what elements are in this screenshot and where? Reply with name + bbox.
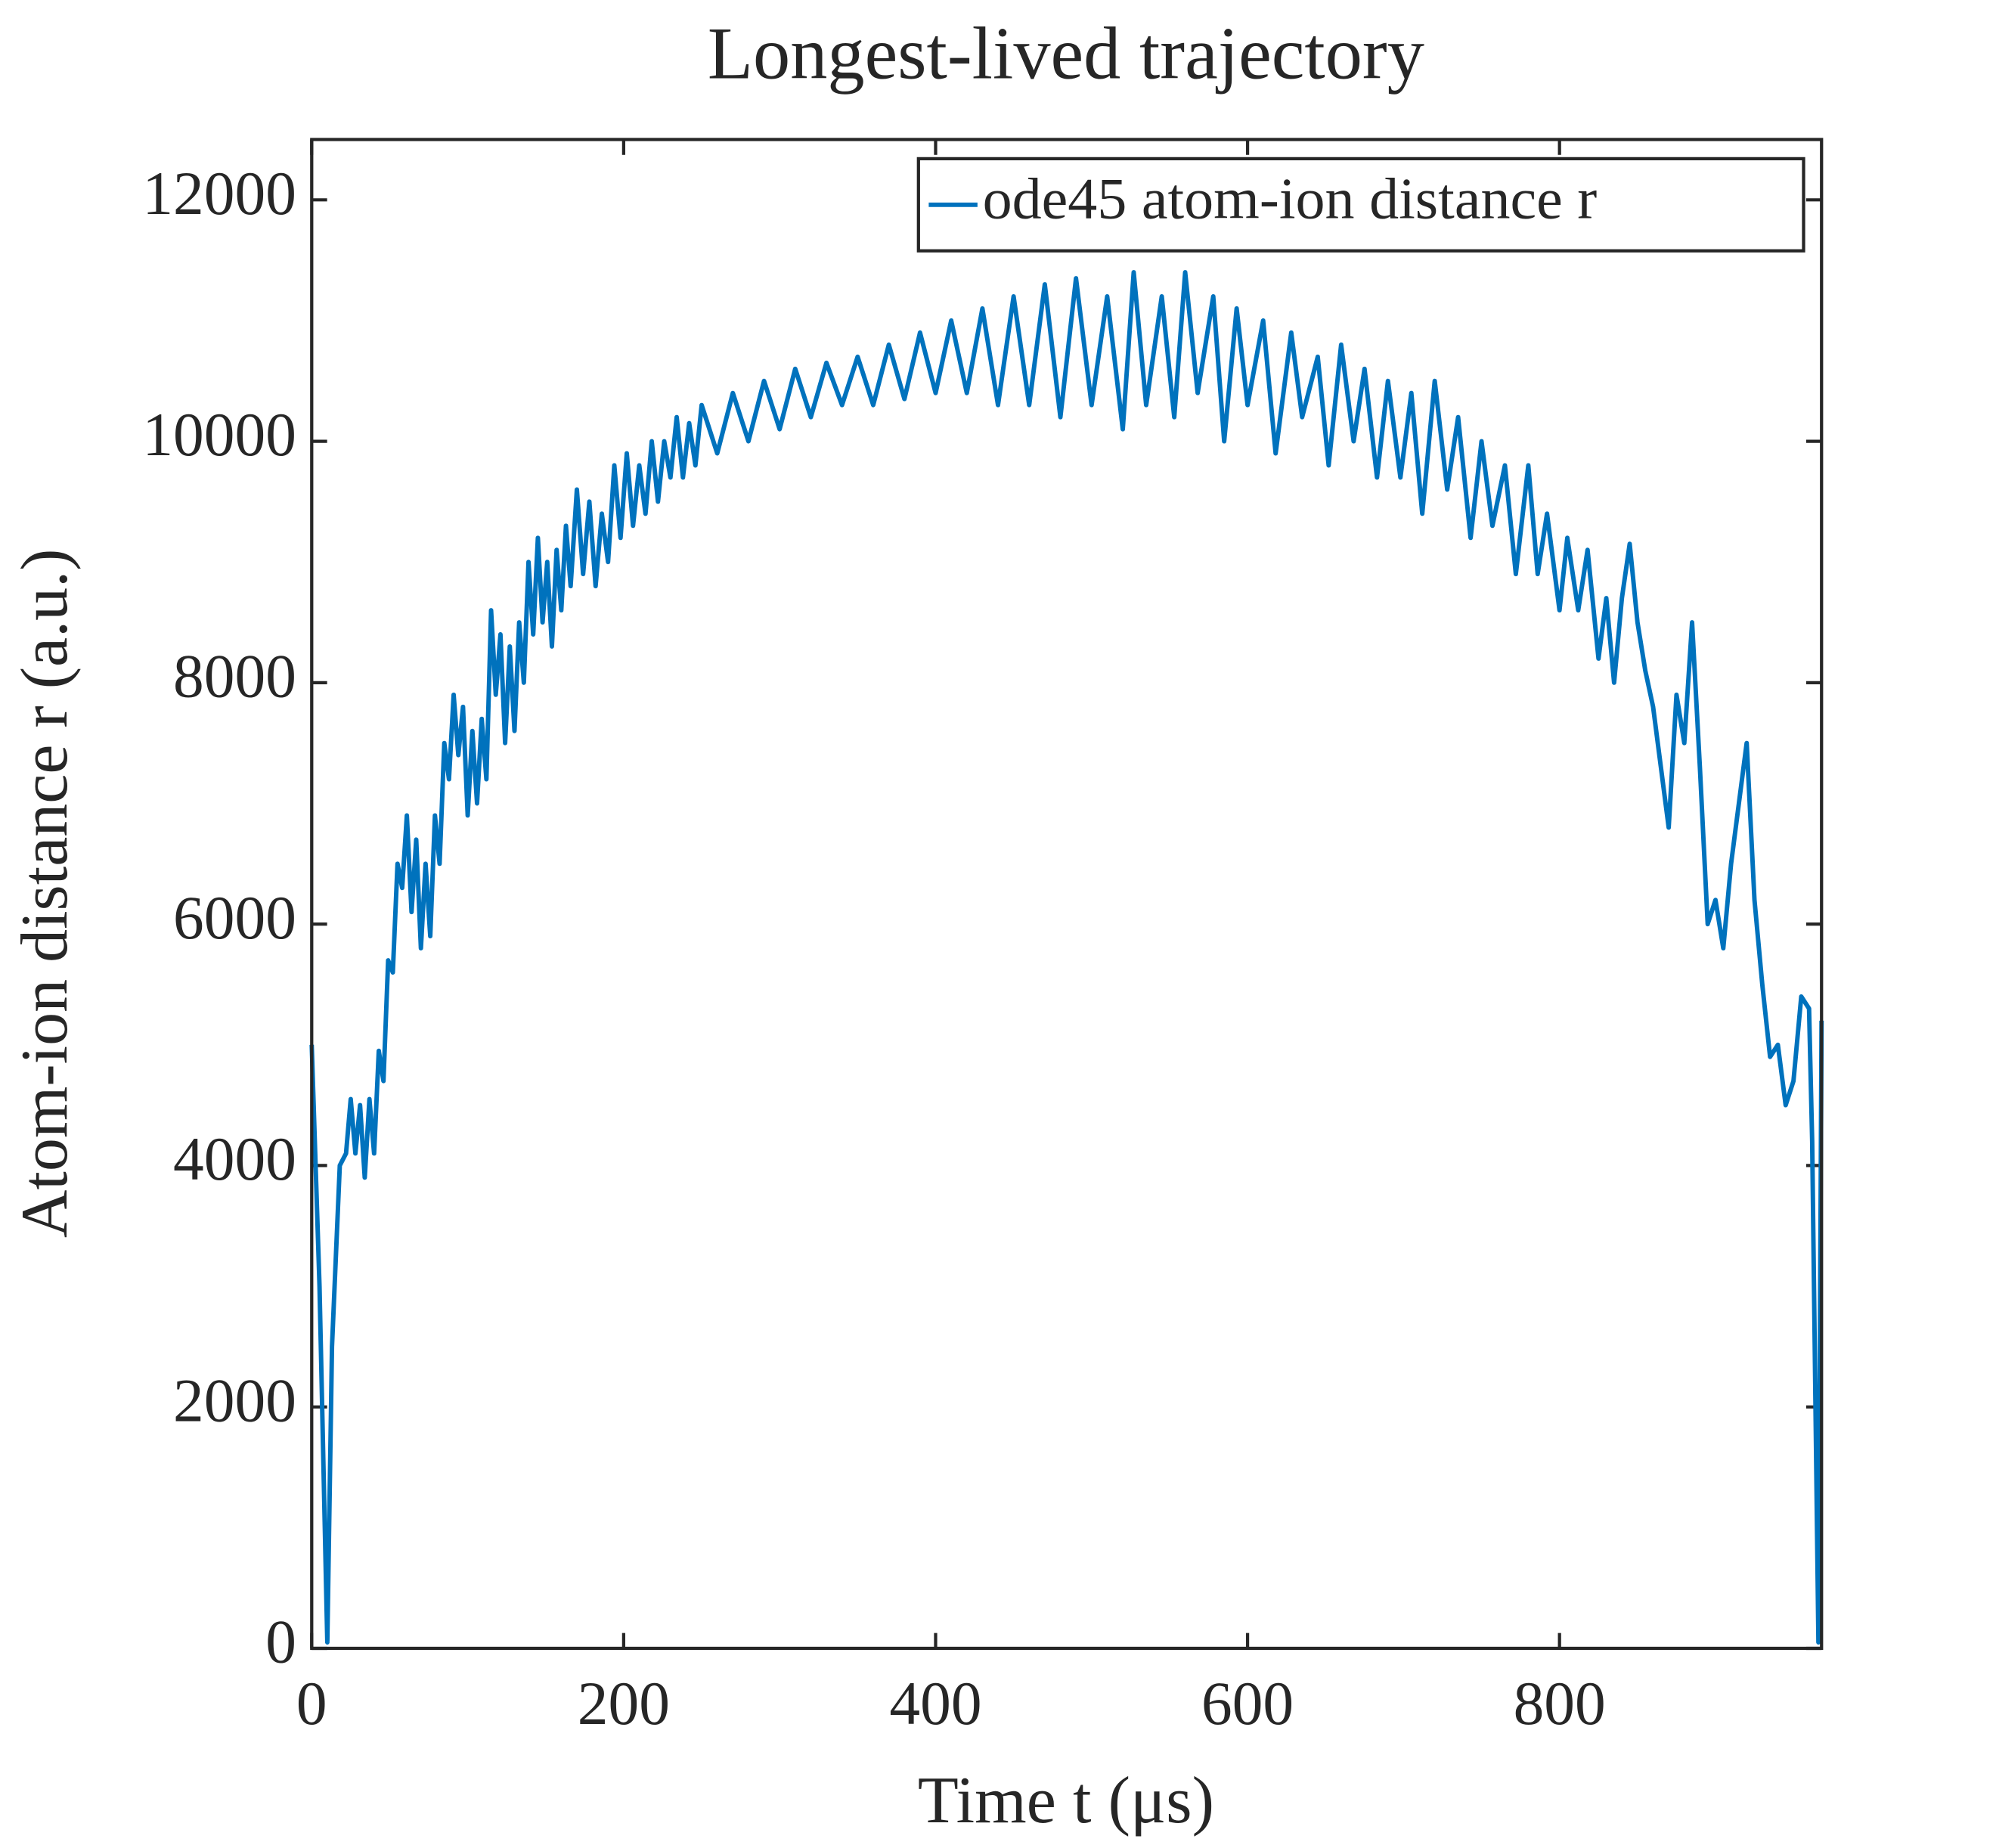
legend-box [916, 157, 1805, 253]
y-tick-label: 6000 [173, 884, 296, 952]
legend-label: ode45 atom-ion distance r [983, 166, 1598, 231]
x-tick-label: 800 [1514, 1670, 1606, 1738]
y-tick-label: 10000 [142, 401, 296, 469]
x-axis-label: Time t (μs) [918, 1763, 1214, 1837]
x-tick-label: 400 [889, 1670, 981, 1738]
plot-frame [310, 138, 1824, 1651]
y-tick-label: 2000 [173, 1366, 296, 1434]
y-tick-label: 0 [265, 1608, 296, 1676]
y-tick-label: 8000 [173, 643, 296, 711]
x-tick-label: 600 [1201, 1670, 1294, 1738]
chart-title: Longest-lived trajectory [708, 13, 1424, 95]
x-tick-label: 200 [578, 1670, 670, 1738]
x-tick-label: 0 [296, 1670, 327, 1738]
y-tick-label: 12000 [142, 160, 296, 228]
data-line [309, 270, 1824, 1645]
y-tick-label: 4000 [173, 1125, 296, 1193]
y-axis-label: Atom-ion distance r (a.u.) [8, 549, 82, 1239]
